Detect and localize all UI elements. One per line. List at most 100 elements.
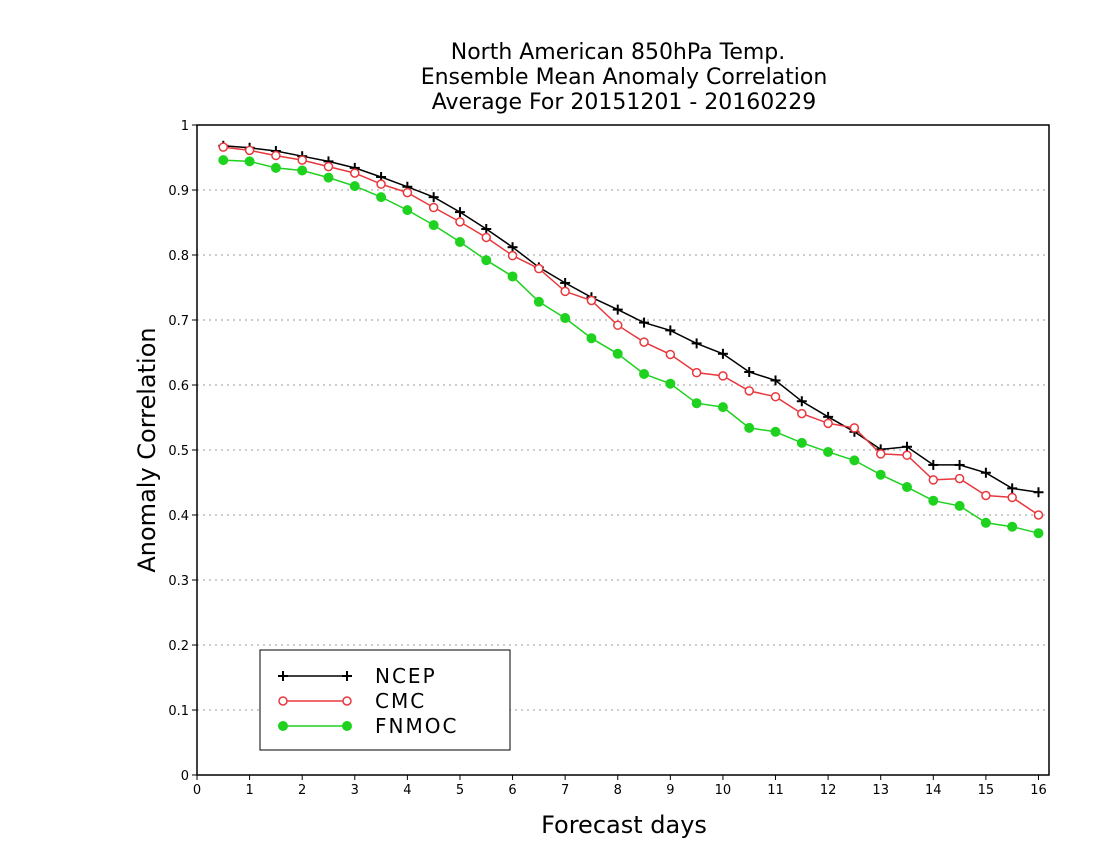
data-point-ncep <box>507 242 518 253</box>
legend-marker-fnmoc <box>278 721 288 731</box>
data-point-cmc <box>770 391 781 402</box>
data-point-cmc <box>902 450 912 460</box>
grid-lines <box>197 189 1049 711</box>
x-tick-label: 13 <box>872 783 889 798</box>
data-point-fnmoc <box>586 333 597 344</box>
data-point-ncep <box>481 224 492 234</box>
data-point-fnmoc <box>560 313 571 324</box>
data-point-cmc <box>428 202 439 213</box>
data-point-ncep <box>665 325 676 336</box>
data-point-fnmoc <box>244 156 255 167</box>
data-point-ncep <box>560 277 571 288</box>
y-tick-label: 0.7 <box>168 314 189 329</box>
data-point-fnmoc <box>270 162 281 173</box>
data-point-fnmoc <box>218 155 229 166</box>
series-line-ncep <box>223 145 1039 494</box>
data-point-fnmoc <box>980 517 991 528</box>
x-tick-label: 5 <box>456 783 464 798</box>
x-tick-label: 0 <box>193 783 201 798</box>
y-tick-label: 0.2 <box>168 639 189 654</box>
data-point-cmc <box>402 187 413 198</box>
legend-marker-cmc <box>278 696 288 706</box>
data-point-fnmoc <box>323 172 334 183</box>
data-point-fnmoc <box>954 500 965 511</box>
data-point-cmc <box>271 150 281 161</box>
y-axis-label: Anomaly Correlation <box>133 327 161 572</box>
data-point-fnmoc <box>928 495 939 506</box>
data-point-fnmoc <box>402 205 413 216</box>
data-point-fnmoc <box>744 422 755 433</box>
data-point-cmc <box>323 161 334 172</box>
x-tick-label: 9 <box>666 783 674 798</box>
data-point-fnmoc <box>902 482 912 493</box>
data-point-ncep <box>639 317 650 328</box>
data-point-ncep <box>954 459 965 470</box>
data-point-cmc <box>823 418 833 429</box>
y-tick-label: 0.9 <box>168 184 189 199</box>
legend-label-fnmoc: FNMOC <box>375 714 458 738</box>
data-point-cmc <box>797 408 807 419</box>
data-point-ncep <box>902 441 912 452</box>
x-tick-label: 6 <box>508 783 516 798</box>
x-tick-label: 16 <box>1030 783 1047 798</box>
y-tick-label: 0 <box>181 769 189 784</box>
legend-entry-ncep: NCEP <box>278 664 437 688</box>
data-point-cmc <box>586 295 597 306</box>
data-point-cmc <box>376 179 386 189</box>
legend-entry-cmc: CMC <box>278 689 426 713</box>
data-point-cmc <box>928 475 939 485</box>
data-point-cmc <box>981 490 991 501</box>
legend-label-ncep: NCEP <box>375 664 437 688</box>
data-point-cmc <box>744 386 754 396</box>
data-point-cmc <box>244 145 255 156</box>
data-point-fnmoc <box>1033 528 1044 539</box>
data-point-ncep <box>428 192 439 203</box>
data-point-fnmoc <box>481 255 492 266</box>
data-point-ncep <box>691 338 702 349</box>
data-point-fnmoc <box>849 455 860 466</box>
data-point-fnmoc <box>665 378 676 389</box>
legend-marker-fnmoc <box>342 721 352 731</box>
data-point-cmc <box>718 371 728 381</box>
data-point-cmc <box>481 232 492 243</box>
data-point-fnmoc <box>770 426 781 437</box>
data-point-cmc <box>639 337 649 347</box>
series-line-fnmoc <box>223 159 1039 534</box>
x-tick-label: 12 <box>820 783 837 798</box>
data-point-cmc <box>507 250 518 261</box>
data-point-fnmoc <box>454 237 465 247</box>
data-point-ncep <box>454 207 465 218</box>
data-point-cmc <box>455 217 465 227</box>
chart-title-line-2: Ensemble Mean Anomaly Correlation <box>421 65 828 90</box>
data-point-fnmoc <box>823 446 834 457</box>
data-point-ncep <box>744 367 755 377</box>
y-tick-label: 0.1 <box>168 704 189 719</box>
data-point-ncep <box>928 459 939 470</box>
data-point-ncep <box>980 467 991 478</box>
legend-label-cmc: CMC <box>375 689 426 713</box>
x-tick-label: 1 <box>245 783 253 798</box>
series-cmc <box>218 142 1044 520</box>
data-point-cmc <box>560 286 570 297</box>
data-point-cmc <box>691 367 702 378</box>
data-point-cmc <box>1007 492 1017 503</box>
legend-entry-fnmoc: FNMOC <box>278 714 458 738</box>
y-tick-label: 0.6 <box>168 379 189 394</box>
x-tick-label: 3 <box>351 783 359 798</box>
data-point-cmc <box>849 423 860 433</box>
data-point-cmc <box>954 473 965 484</box>
data-point-cmc <box>297 155 307 165</box>
y-tick-label: 0.3 <box>168 574 189 589</box>
data-point-fnmoc <box>639 368 650 379</box>
data-point-cmc <box>1033 510 1044 520</box>
data-point-ncep <box>770 375 781 386</box>
legend-marker-ncep <box>278 671 288 681</box>
data-point-cmc <box>218 142 229 152</box>
x-tick-label: 2 <box>298 783 306 798</box>
data-point-ncep <box>1007 483 1018 494</box>
data-point-fnmoc <box>297 165 308 176</box>
chart-title-line-1: North American 850hPa Temp. <box>451 40 786 65</box>
data-point-cmc <box>350 168 360 178</box>
